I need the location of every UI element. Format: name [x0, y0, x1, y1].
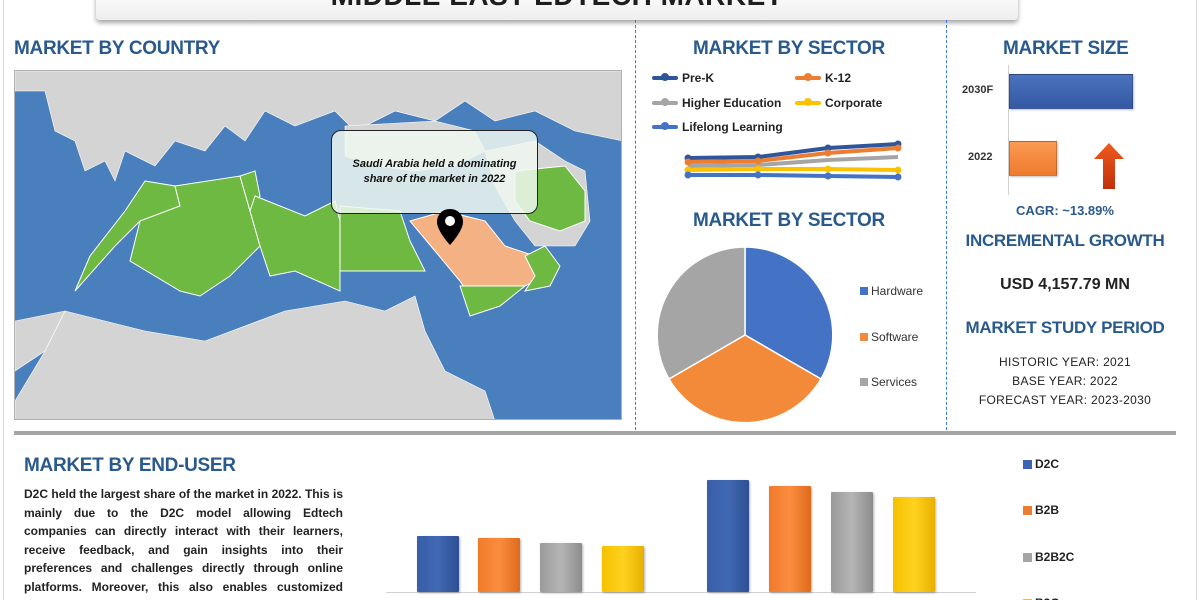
bar-2030f-b2g [893, 497, 935, 592]
legend-corporate: Corporate [795, 96, 882, 110]
label-2030f: 2030F [962, 84, 994, 96]
bar-2022 [1009, 141, 1057, 176]
map-pin-icon [437, 209, 463, 245]
country-heading: MARKET BY COUNTRY [14, 38, 221, 59]
title-banner: MIDDLE EAST EDTECH MARKET [96, 0, 1018, 20]
legend-b2b: B2B [1023, 503, 1059, 517]
page-title: MIDDLE EAST EDTECH MARKET [96, 0, 1018, 10]
bar-2030f [1009, 74, 1133, 109]
legend-hardware: Hardware [860, 284, 923, 298]
growth-arrow-icon [1094, 143, 1124, 189]
sector-pie-chart [656, 246, 834, 424]
legend-services: Services [860, 375, 917, 389]
legend-b2g: B2G [1023, 596, 1060, 600]
bar-2022-b2b [478, 538, 520, 592]
map-graphic [15, 71, 621, 419]
label-2022: 2022 [968, 151, 993, 163]
sector-line-heading: MARKET BY SECTOR [693, 38, 885, 59]
historic-year: HISTORIC YEAR: 2021 [999, 355, 1131, 369]
incremental-growth-value: USD 4,157.79 MN [1000, 276, 1130, 293]
market-size-heading: MARKET SIZE [1003, 38, 1129, 59]
legend-k-12: K-12 [795, 71, 851, 85]
sector-line-chart [684, 140, 902, 181]
market-size-axis [1008, 65, 1009, 195]
divider-vertical-2 [946, 20, 947, 430]
incremental-growth-heading: INCREMENTAL GROWTH [965, 231, 1165, 250]
legend-lifelong-learning: Lifelong Learning [652, 120, 783, 134]
bar-2030f-b2b [769, 486, 811, 592]
forecast-year: FORECAST YEAR: 2023-2030 [978, 393, 1152, 407]
legend-higher-education: Higher Education [652, 96, 781, 110]
legend-d2c: D2C [1023, 457, 1059, 471]
base-year: BASE YEAR: 2022 [1012, 374, 1118, 388]
bar-2030f-b2b2c [831, 492, 873, 592]
country-map [14, 70, 622, 420]
end-user-paragraph: D2C held the largest share of the market… [24, 487, 343, 600]
bar-2022-b2b2c [540, 543, 582, 592]
end-user-heading: MARKET BY END-USER [24, 455, 236, 476]
study-period-heading: MARKET STUDY PERIOD [965, 318, 1165, 337]
legend-software: Software [860, 330, 918, 344]
divider-horizontal [14, 431, 1176, 435]
cagr-value: CAGR: ~13.89% [1016, 203, 1114, 218]
legend-pre-k: Pre-K [652, 71, 714, 85]
sector-pie-heading: MARKET BY SECTOR [693, 210, 885, 231]
end-user-axis [386, 592, 976, 593]
infographic-frame [3, 0, 1197, 600]
legend-b2b2c: B2B2C [1023, 550, 1074, 564]
map-callout: Saudi Arabia held a dominating share of … [331, 130, 538, 214]
divider-vertical-1 [635, 20, 636, 430]
bar-2022-b2g [602, 546, 644, 592]
bar-2030f-d2c [707, 480, 749, 592]
bar-2022-d2c [417, 536, 459, 592]
